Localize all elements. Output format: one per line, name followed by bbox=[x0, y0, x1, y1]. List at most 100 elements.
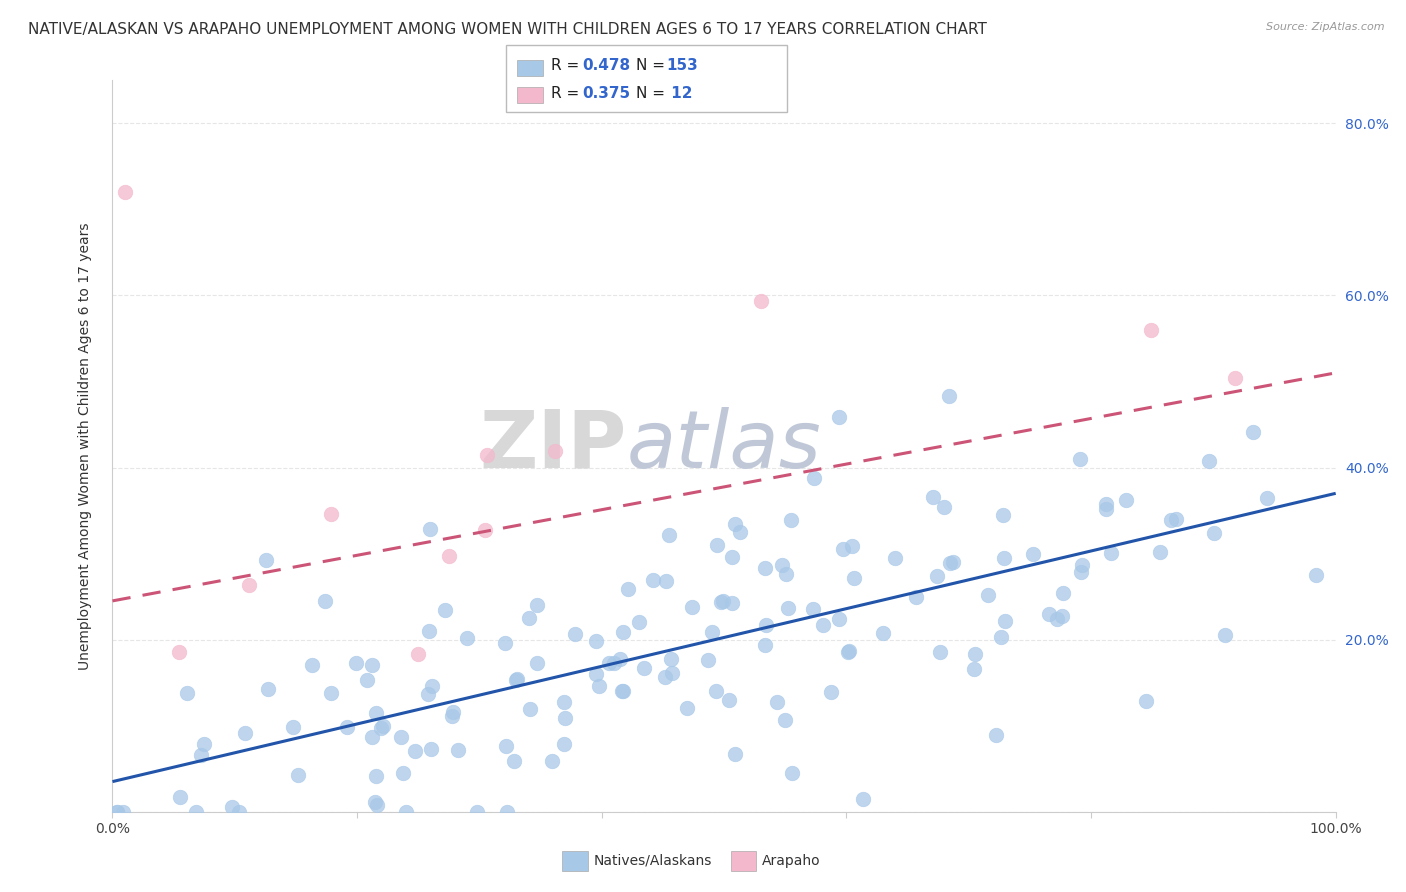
Point bbox=[221, 799, 243, 814]
Point bbox=[770, 558, 793, 572]
Point bbox=[287, 768, 309, 782]
Point bbox=[1095, 497, 1118, 511]
Point bbox=[749, 293, 772, 308]
Point bbox=[842, 570, 865, 584]
Point bbox=[416, 687, 439, 701]
Point bbox=[658, 528, 681, 542]
Point bbox=[114, 185, 136, 199]
Point bbox=[598, 657, 620, 671]
Point bbox=[754, 561, 776, 575]
Point bbox=[1070, 566, 1092, 580]
Point bbox=[986, 728, 1008, 742]
Point bbox=[776, 600, 799, 615]
Point bbox=[360, 731, 382, 745]
Point bbox=[526, 657, 548, 671]
Point bbox=[803, 471, 825, 485]
Point bbox=[112, 805, 135, 819]
Point bbox=[643, 574, 665, 588]
Text: N =: N = bbox=[636, 58, 669, 72]
Text: 12: 12 bbox=[666, 87, 693, 101]
Point bbox=[321, 507, 343, 521]
Point bbox=[554, 711, 576, 725]
Point bbox=[314, 594, 336, 608]
Point bbox=[364, 769, 387, 783]
Point bbox=[617, 582, 640, 597]
Point bbox=[828, 409, 851, 424]
Point bbox=[721, 596, 744, 610]
Point bbox=[1215, 628, 1237, 642]
Point bbox=[465, 805, 488, 819]
Point bbox=[603, 657, 626, 671]
Point bbox=[1243, 425, 1265, 439]
Point bbox=[186, 805, 208, 819]
Point bbox=[517, 611, 540, 625]
Point bbox=[755, 618, 778, 632]
Point bbox=[281, 720, 304, 734]
Text: atlas: atlas bbox=[626, 407, 821, 485]
Point bbox=[1070, 558, 1092, 572]
Point bbox=[627, 615, 650, 629]
Point bbox=[344, 656, 367, 670]
Point bbox=[505, 673, 527, 687]
Point bbox=[811, 618, 834, 632]
Text: NATIVE/ALASKAN VS ARAPAHO UNEMPLOYMENT AMONG WOMEN WITH CHILDREN AGES 6 TO 17 YE: NATIVE/ALASKAN VS ARAPAHO UNEMPLOYMENT A… bbox=[28, 22, 987, 37]
Point bbox=[257, 681, 280, 696]
Point bbox=[553, 737, 575, 751]
Point bbox=[775, 566, 797, 581]
Point bbox=[418, 624, 440, 639]
Point bbox=[990, 630, 1012, 644]
Point bbox=[724, 517, 747, 532]
Point bbox=[883, 550, 905, 565]
Text: N =: N = bbox=[636, 87, 669, 101]
Point bbox=[564, 627, 586, 641]
Point bbox=[704, 683, 727, 698]
Point bbox=[697, 652, 720, 666]
Point bbox=[612, 624, 634, 639]
Point bbox=[228, 805, 250, 819]
Point bbox=[475, 448, 498, 462]
Point bbox=[474, 523, 496, 537]
Point bbox=[655, 574, 678, 588]
Point bbox=[728, 525, 751, 540]
Point bbox=[1204, 525, 1226, 540]
Point bbox=[780, 513, 803, 527]
Text: 0.478: 0.478 bbox=[582, 58, 630, 72]
Point bbox=[301, 658, 323, 673]
Point bbox=[370, 721, 392, 735]
Text: R =: R = bbox=[551, 87, 585, 101]
Point bbox=[238, 578, 260, 592]
Point bbox=[681, 600, 703, 615]
Point bbox=[456, 631, 478, 645]
Point bbox=[724, 747, 747, 762]
Point bbox=[526, 598, 548, 612]
Point bbox=[1115, 492, 1137, 507]
Point bbox=[838, 643, 860, 657]
Point bbox=[927, 568, 949, 582]
Point bbox=[1198, 454, 1220, 468]
Point bbox=[1038, 607, 1060, 621]
Point bbox=[1223, 371, 1246, 385]
Point bbox=[820, 685, 842, 699]
Point bbox=[872, 625, 894, 640]
Point bbox=[585, 634, 607, 648]
Point bbox=[661, 652, 683, 666]
Point bbox=[717, 693, 740, 707]
Point bbox=[832, 541, 855, 556]
Point bbox=[654, 670, 676, 684]
Point bbox=[922, 490, 945, 504]
Point bbox=[519, 702, 541, 716]
Point bbox=[700, 624, 723, 639]
Point bbox=[661, 665, 683, 680]
Y-axis label: Unemployment Among Women with Children Ages 6 to 17 years: Unemployment Among Women with Children A… bbox=[77, 222, 91, 670]
Point bbox=[190, 747, 212, 762]
Point bbox=[495, 739, 517, 754]
Point bbox=[609, 651, 631, 665]
Point bbox=[773, 713, 796, 727]
Point bbox=[544, 444, 567, 458]
Point bbox=[938, 389, 960, 403]
Point bbox=[711, 593, 734, 607]
Point bbox=[169, 789, 191, 804]
Point bbox=[553, 695, 575, 709]
Point bbox=[977, 588, 1000, 602]
Text: R =: R = bbox=[551, 58, 585, 72]
